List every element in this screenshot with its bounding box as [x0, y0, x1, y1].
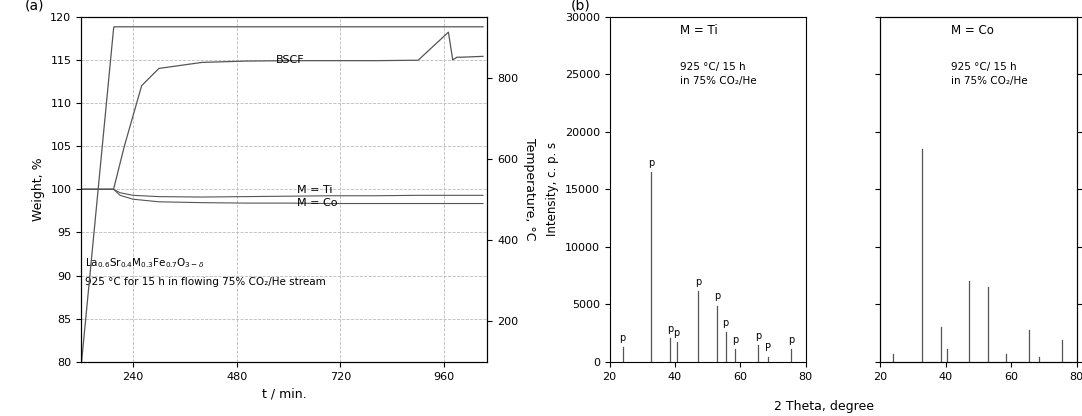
- Text: M = Ti: M = Ti: [298, 185, 332, 195]
- Text: 2 Theta, degree: 2 Theta, degree: [775, 400, 874, 413]
- Text: (a): (a): [24, 0, 43, 13]
- Text: p: p: [714, 292, 720, 302]
- Text: M = Co: M = Co: [951, 24, 994, 37]
- Y-axis label: Intensity, c. p. s: Intensity, c. p. s: [546, 142, 559, 236]
- Text: 925 °C for 15 h in flowing 75% CO₂/He stream: 925 °C for 15 h in flowing 75% CO₂/He st…: [85, 277, 326, 287]
- Text: p: p: [788, 335, 794, 345]
- Text: M = Co: M = Co: [298, 198, 338, 208]
- Text: p: p: [695, 277, 701, 287]
- Text: p: p: [733, 335, 739, 345]
- Text: p: p: [755, 331, 762, 341]
- Y-axis label: Weight, %: Weight, %: [31, 158, 44, 221]
- Text: (b): (b): [570, 0, 590, 13]
- Text: La$_{0.6}$Sr$_{0.4}$M$_{0.3}$Fe$_{0.7}$O$_{3-\delta}$: La$_{0.6}$Sr$_{0.4}$M$_{0.3}$Fe$_{0.7}$O…: [85, 257, 204, 270]
- X-axis label: t / min.: t / min.: [262, 387, 306, 400]
- Text: M = Ti: M = Ti: [681, 24, 718, 37]
- Text: P: P: [765, 343, 771, 353]
- Text: 925 °C/ 15 h
in 75% CO₂/He: 925 °C/ 15 h in 75% CO₂/He: [681, 62, 756, 86]
- Text: p: p: [667, 324, 673, 334]
- Y-axis label: Temperature, °C: Temperature, °C: [524, 138, 537, 240]
- Text: p: p: [620, 333, 625, 343]
- Text: 925 °C/ 15 h
in 75% CO₂/He: 925 °C/ 15 h in 75% CO₂/He: [951, 62, 1028, 86]
- Text: p: p: [673, 328, 679, 338]
- Text: p: p: [723, 318, 729, 328]
- Text: p: p: [648, 158, 655, 168]
- Text: BSCF: BSCF: [276, 55, 304, 65]
